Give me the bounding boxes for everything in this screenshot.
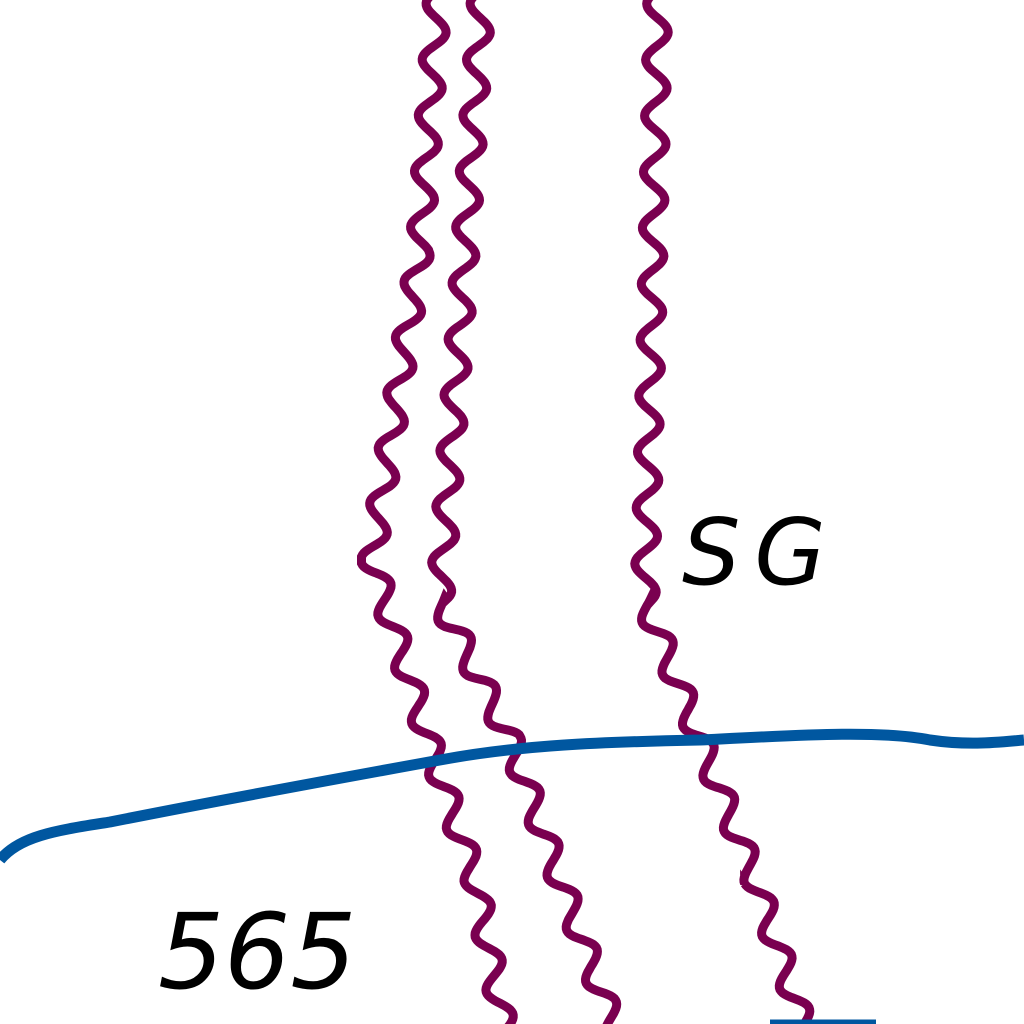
boundaries: [357, 0, 815, 1024]
boundary-line: [357, 0, 518, 1024]
map-label: SG: [682, 499, 840, 606]
river: [0, 728, 1024, 864]
boundary-line: [427, 0, 622, 1024]
boundary-line: [630, 0, 815, 1024]
map-label: 565: [158, 891, 357, 1013]
